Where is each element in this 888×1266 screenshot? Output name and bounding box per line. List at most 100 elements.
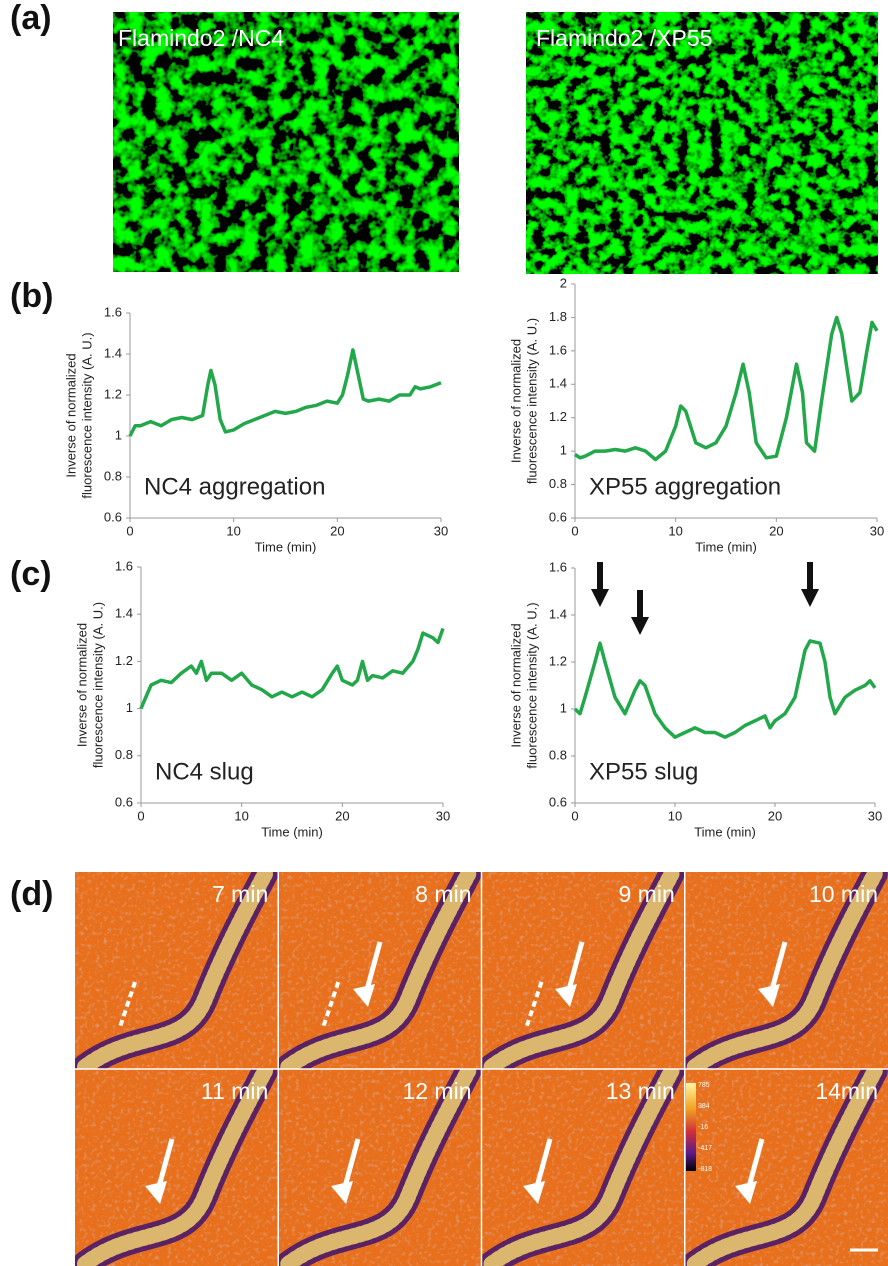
- x-tick-label: 0: [571, 808, 578, 823]
- chart-annotation: XP55 aggregation: [589, 473, 781, 500]
- panel-label: (d): [10, 875, 53, 913]
- y-tick-label: 0.8: [115, 747, 133, 762]
- frame-label: 7 min: [212, 881, 268, 907]
- y-tick-label: 1.2: [549, 653, 567, 668]
- y-tick-label: 0.6: [104, 509, 122, 524]
- x-tick-label: 30: [868, 808, 882, 823]
- cell-stream: [483, 872, 680, 1069]
- y-tick-label: 1.2: [115, 653, 133, 668]
- panel-label: (a): [10, 0, 52, 37]
- y-tick-label: 0.8: [549, 476, 567, 491]
- y-tick-label: 0.6: [549, 794, 567, 809]
- x-tick-label: 30: [436, 808, 450, 823]
- x-axis-title: Time (min): [255, 539, 317, 554]
- y-tick-label: 1.2: [549, 409, 567, 424]
- y-tick-label: 1: [560, 700, 567, 715]
- x-tick-label: 30: [434, 523, 448, 538]
- arrowhead: [331, 1181, 353, 1204]
- panel-label: (c): [10, 555, 52, 593]
- y-tick-label: 1.4: [549, 376, 567, 391]
- data-line: [574, 315, 879, 462]
- y-tick-label: 2: [560, 275, 567, 290]
- colorbar-label: -818: [698, 1166, 712, 1173]
- frame: 12 min: [278, 1069, 482, 1266]
- data-line: [573, 639, 877, 739]
- frame: 8 min: [278, 872, 482, 1069]
- y-tick-label: 0.8: [549, 747, 567, 762]
- colorbar: [686, 1083, 696, 1171]
- cell-stream: [77, 1069, 273, 1266]
- frame-label: 8 min: [415, 881, 471, 907]
- arrows: [591, 562, 819, 635]
- x-tick-label: 10: [234, 808, 248, 823]
- cell-stream: [686, 1069, 883, 1266]
- y-tick-label: 1: [560, 443, 567, 458]
- y-tick-label: 0.6: [115, 794, 133, 809]
- y-tick-label: 1.6: [549, 342, 567, 357]
- y-tick-label: 1: [126, 700, 133, 715]
- cell-stream: [483, 1069, 680, 1266]
- data-line: [128, 348, 442, 437]
- cell-stream: [77, 872, 273, 1069]
- micrograph: [113, 12, 459, 272]
- y-tick-label: 0.6: [549, 509, 567, 524]
- x-tick-label: 10: [226, 523, 240, 538]
- y-axis-title: fluorescence intensity (A. U.): [90, 602, 105, 768]
- y-axis-title: Inverse of normalized: [508, 339, 523, 463]
- x-tick-label: 20: [335, 808, 349, 823]
- arrowhead: [523, 1181, 545, 1204]
- x-tick-label: 0: [126, 523, 133, 538]
- y-tick-label: 1.2: [104, 386, 122, 401]
- frame-label: 13 min: [606, 1078, 675, 1104]
- data-line: [139, 627, 445, 710]
- colorbar-label: -417: [698, 1145, 712, 1152]
- x-tick-label: 20: [330, 523, 344, 538]
- y-tick-label: 0.8: [104, 468, 122, 483]
- cell-stream: [686, 872, 883, 1069]
- y-tick-label: 1.6: [549, 559, 567, 574]
- y-axis-title: Inverse of normalized: [63, 353, 78, 477]
- micrograph: [526, 12, 878, 274]
- arrow: [118, 981, 137, 1028]
- frame-label: 10 min: [809, 881, 878, 907]
- chart-annotation: NC4 slug: [155, 758, 254, 785]
- image-label: Flamindo2 /NC4: [118, 25, 284, 51]
- x-tick-label: 0: [137, 808, 144, 823]
- frame-label: 12 min: [402, 1078, 471, 1104]
- cell-stream: [280, 872, 477, 1069]
- image-label: Flamindo2 /XP55: [536, 25, 712, 51]
- colorbar-label: 785: [698, 1082, 710, 1089]
- frame: 11 min: [75, 1069, 279, 1266]
- y-tick-label: 1.4: [549, 606, 567, 621]
- y-axis-title: Inverse of normalized: [74, 623, 89, 747]
- y-axis-title: Inverse of normalized: [508, 623, 523, 747]
- y-tick-label: 1.8: [549, 309, 567, 324]
- x-tick-label: 10: [668, 808, 682, 823]
- x-tick-label: 0: [571, 523, 578, 538]
- arrow: [524, 981, 544, 1028]
- arrowhead: [353, 984, 375, 1007]
- x-tick-label: 10: [668, 523, 682, 538]
- chart-annotation: XP55 slug: [589, 758, 698, 785]
- arrowhead: [145, 1181, 167, 1204]
- x-tick-label: 20: [769, 523, 783, 538]
- x-axis-title: Time (min): [261, 824, 323, 839]
- cell-stream: [280, 1069, 477, 1266]
- y-axis-title: fluorescence intensity (A. U.): [524, 318, 539, 484]
- panel-label: (b): [10, 277, 53, 315]
- y-tick-label: 1.4: [115, 606, 133, 621]
- y-tick-label: 1: [115, 427, 122, 442]
- colorbar-label: 384: [698, 1103, 710, 1110]
- colorbar-label: -16: [698, 1124, 708, 1131]
- x-axis-title: Time (min): [694, 824, 756, 839]
- frame: 13 min: [481, 1069, 685, 1266]
- frame: 7 min: [75, 872, 279, 1069]
- frame: 14min: [684, 1069, 888, 1266]
- y-axis-title: fluorescence intensity (A. U.): [79, 332, 94, 498]
- x-tick-label: 30: [870, 523, 884, 538]
- frame-label: 9 min: [619, 881, 675, 907]
- time-lapse: 7 min 8 min 9 min 10 min 11 min 12 min 13 min 1…: [75, 872, 888, 1266]
- frame: 10 min: [684, 872, 888, 1069]
- arrowhead: [555, 984, 577, 1007]
